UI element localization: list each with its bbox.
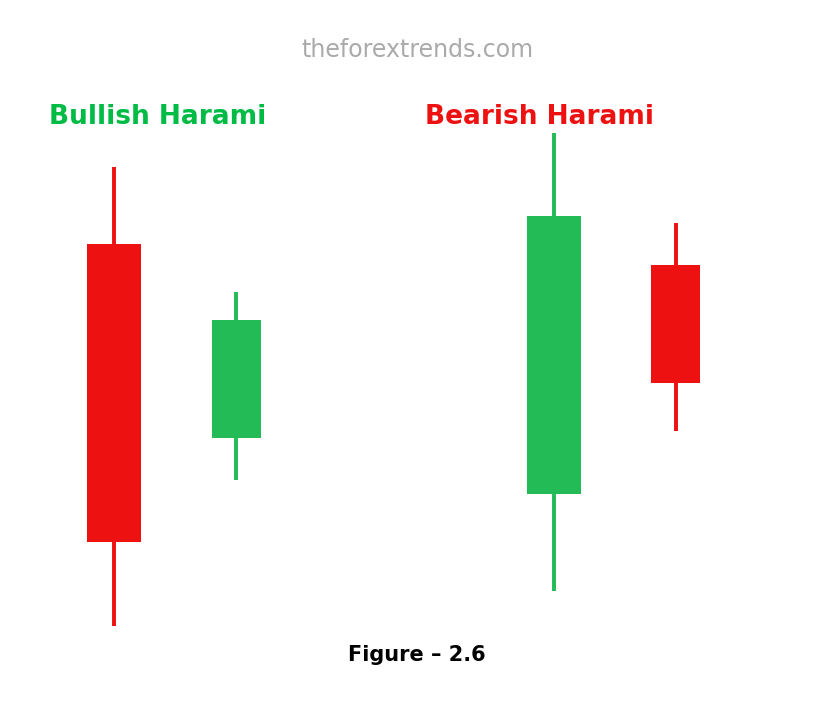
Text: theforextrends.com: theforextrends.com — [301, 38, 533, 62]
Text: Figure – 2.6: Figure – 2.6 — [348, 645, 486, 665]
Text: Bullish Harami: Bullish Harami — [48, 104, 266, 130]
Bar — [651, 265, 701, 383]
Bar — [527, 216, 580, 494]
Bar — [88, 244, 141, 542]
Text: Bearish Harami: Bearish Harami — [425, 104, 654, 130]
Bar — [212, 320, 261, 438]
